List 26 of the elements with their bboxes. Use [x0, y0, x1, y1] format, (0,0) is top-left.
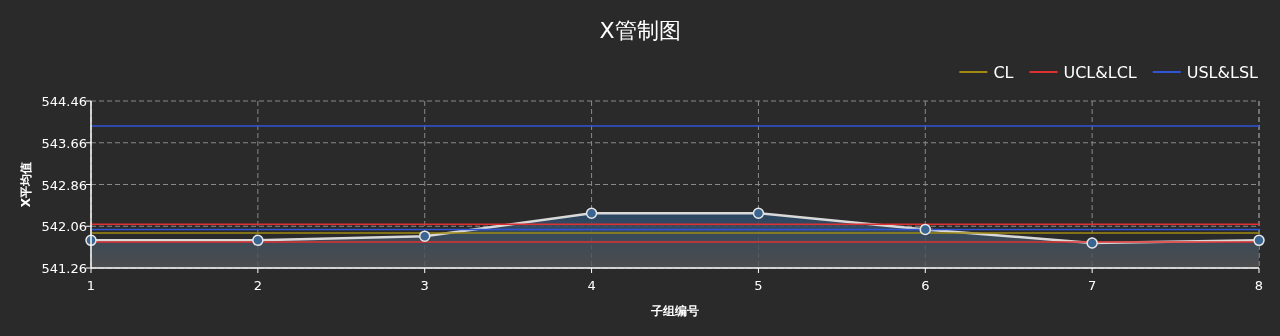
y-axis-title: X平均值 — [19, 161, 33, 208]
point — [752, 207, 765, 219]
x-tick-label: 5 — [754, 278, 763, 293]
y-tick-label: 544.46 — [41, 94, 87, 109]
x-tick-label: 1 — [86, 278, 96, 293]
x-tick-label: 8 — [1254, 278, 1264, 293]
point — [1253, 234, 1265, 247]
legend-label: UCL&LCL — [1063, 63, 1137, 82]
point — [585, 207, 598, 219]
legend-label: CL — [993, 63, 1014, 82]
x-tick-label: 4 — [587, 278, 596, 293]
point — [1086, 237, 1098, 249]
x-tick-label: 7 — [1088, 278, 1097, 293]
x-tick-label: 6 — [921, 278, 930, 293]
x-axis-title: 子组编号 — [650, 304, 699, 318]
legend-label: USL&LSL — [1186, 63, 1259, 82]
y-tick-label: 542.06 — [41, 219, 87, 235]
point — [418, 230, 431, 242]
x-tick-label: 3 — [420, 278, 429, 293]
y-tick-label: 543.66 — [41, 135, 87, 151]
point — [252, 234, 264, 247]
point — [919, 223, 932, 236]
x-tick-label: 2 — [253, 278, 262, 293]
y-tick-label: 541.26 — [41, 261, 87, 276]
y-tick-label: 542.86 — [41, 177, 87, 193]
chart-title: X管制图 — [599, 18, 681, 43]
